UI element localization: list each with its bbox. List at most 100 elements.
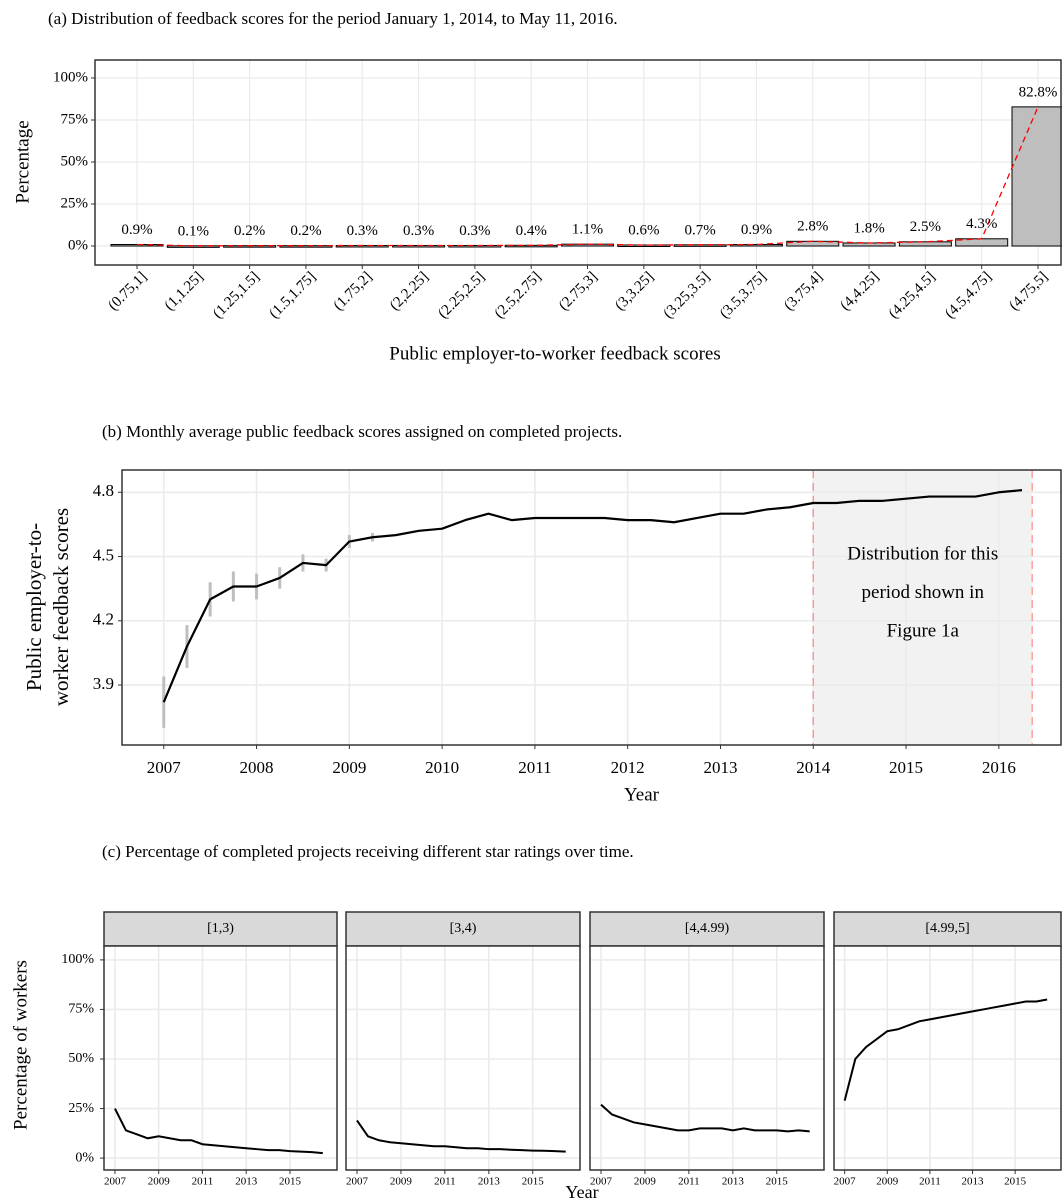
trend-line (136, 106, 1039, 247)
value-label: 4.3% (966, 216, 997, 232)
y-tick-label: 4.2 (93, 610, 114, 629)
y-axis-label: Percentage (12, 120, 33, 203)
y-tick-label: 75% (61, 111, 89, 127)
x-tick-label: (3,3.25] (612, 269, 657, 314)
plot-border (103, 945, 338, 1171)
x-tick-label: 2015 (522, 1176, 545, 1188)
value-label: 1.8% (853, 220, 884, 236)
y-tick-label: 4.5 (93, 545, 114, 564)
x-tick-label: 2011 (192, 1176, 214, 1188)
line (114, 1108, 323, 1155)
x-axis-label: Public employer-to-worker feedback score… (389, 343, 720, 364)
y-tick-label: 75% (68, 1002, 94, 1017)
annotation: Figure 1a (887, 620, 960, 641)
x-tick-label: (4.5,4.75] (942, 269, 995, 322)
line (162, 489, 1023, 703)
annotation: Distribution for this (847, 543, 998, 564)
value-label: 0.9% (741, 222, 772, 238)
x-tick-label: (3.75,4] (781, 269, 826, 314)
value-label: 0.3% (403, 223, 434, 239)
x-tick-label: (1.25,1.5] (210, 269, 263, 322)
y-tick-label: 100% (61, 952, 94, 967)
chart-title: (a) Distribution of feedback scores for … (48, 9, 618, 28)
value-label: 0.4% (516, 223, 547, 239)
x-tick-label: 2015 (1004, 1176, 1027, 1188)
x-tick-label: 2013 (962, 1176, 985, 1188)
bar (898, 241, 952, 247)
x-tick-label: 2011 (678, 1176, 700, 1188)
y-axis-label: Public employer-to- (22, 523, 46, 691)
strip (103, 911, 338, 947)
x-tick-label: (0.75,1] (105, 269, 150, 314)
x-tick-label: 2015 (279, 1176, 302, 1188)
value-label: 0.1% (178, 223, 209, 239)
chart-title: (b) Monthly average public feedback scor… (102, 422, 622, 441)
x-tick-label: 2013 (478, 1176, 501, 1188)
value-label: 82.8% (1019, 84, 1058, 100)
plot-border (833, 945, 1062, 1171)
x-tick-label: 2009 (390, 1176, 413, 1188)
strip-label: [3,4) (450, 921, 477, 936)
plot-background (346, 946, 580, 1170)
plot-border (589, 945, 825, 1171)
plot-border (345, 945, 581, 1171)
value-label: 0.9% (121, 222, 152, 238)
strip (833, 911, 1062, 947)
x-tick-label: (2.5,2.75] (492, 269, 545, 322)
x-tick-label: 2016 (982, 758, 1016, 777)
x-tick-label: 2013 (235, 1176, 258, 1188)
x-tick-label: 2011 (434, 1176, 456, 1188)
line (600, 1103, 810, 1133)
x-tick-label: 2015 (889, 758, 923, 777)
x-tick-label: (4,4.25] (837, 269, 882, 314)
value-label: 2.5% (910, 219, 941, 235)
bar (166, 245, 220, 248)
highlight-region (813, 470, 1033, 745)
x-axis-label: Year (624, 784, 660, 805)
y-tick-label: 100% (53, 69, 88, 85)
x-tick-label: (4.75,5] (1006, 269, 1051, 314)
line (843, 998, 1048, 1101)
x-tick-label: 2008 (240, 758, 274, 777)
x-tick-label: 2014 (796, 758, 831, 777)
y-axis-label: worker feedback scores (49, 508, 73, 706)
bar (955, 238, 1009, 247)
bar (617, 244, 671, 248)
value-label: 0.3% (459, 223, 490, 239)
x-tick-label: 2007 (346, 1176, 369, 1188)
x-tick-label: (1.75,2] (331, 269, 376, 314)
x-tick-label: 2009 (634, 1176, 657, 1188)
x-tick-label: 2007 (104, 1176, 127, 1188)
y-axis-label: Percentage of workers (10, 960, 31, 1130)
x-tick-label: (2,2.25] (387, 269, 432, 314)
value-label: 0.7% (685, 222, 716, 238)
x-tick-label: 2011 (518, 758, 551, 777)
line (356, 1119, 566, 1153)
y-tick-label: 0% (75, 1150, 94, 1165)
x-axis-label: Year (565, 1182, 598, 1202)
x-tick-label: (1.5,1.75] (266, 269, 319, 322)
x-tick-label: 2007 (590, 1176, 613, 1188)
plot-border (94, 59, 1062, 266)
x-tick-label: (2.75,3] (556, 269, 601, 314)
value-label: 0.2% (290, 223, 321, 239)
y-tick-label: 25% (68, 1101, 94, 1116)
value-label: 2.8% (797, 219, 828, 235)
bar (279, 245, 333, 248)
x-tick-label: (1,1.25] (162, 269, 207, 314)
x-tick-label: 2007 (834, 1176, 857, 1188)
strip (589, 911, 825, 947)
x-tick-label: 2013 (703, 758, 737, 777)
x-tick-label: 2011 (919, 1176, 941, 1188)
y-tick-label: 25% (61, 195, 89, 211)
y-tick-label: 0% (68, 237, 88, 253)
x-tick-label: 2015 (766, 1176, 789, 1188)
value-label: 0.6% (628, 222, 659, 238)
x-tick-label: 2012 (611, 758, 645, 777)
x-tick-label: 2009 (148, 1176, 171, 1188)
strip (345, 911, 581, 947)
y-tick-label: 50% (61, 153, 89, 169)
x-tick-label: 2013 (722, 1176, 745, 1188)
chart-title: (c) Percentage of completed projects rec… (102, 842, 634, 861)
